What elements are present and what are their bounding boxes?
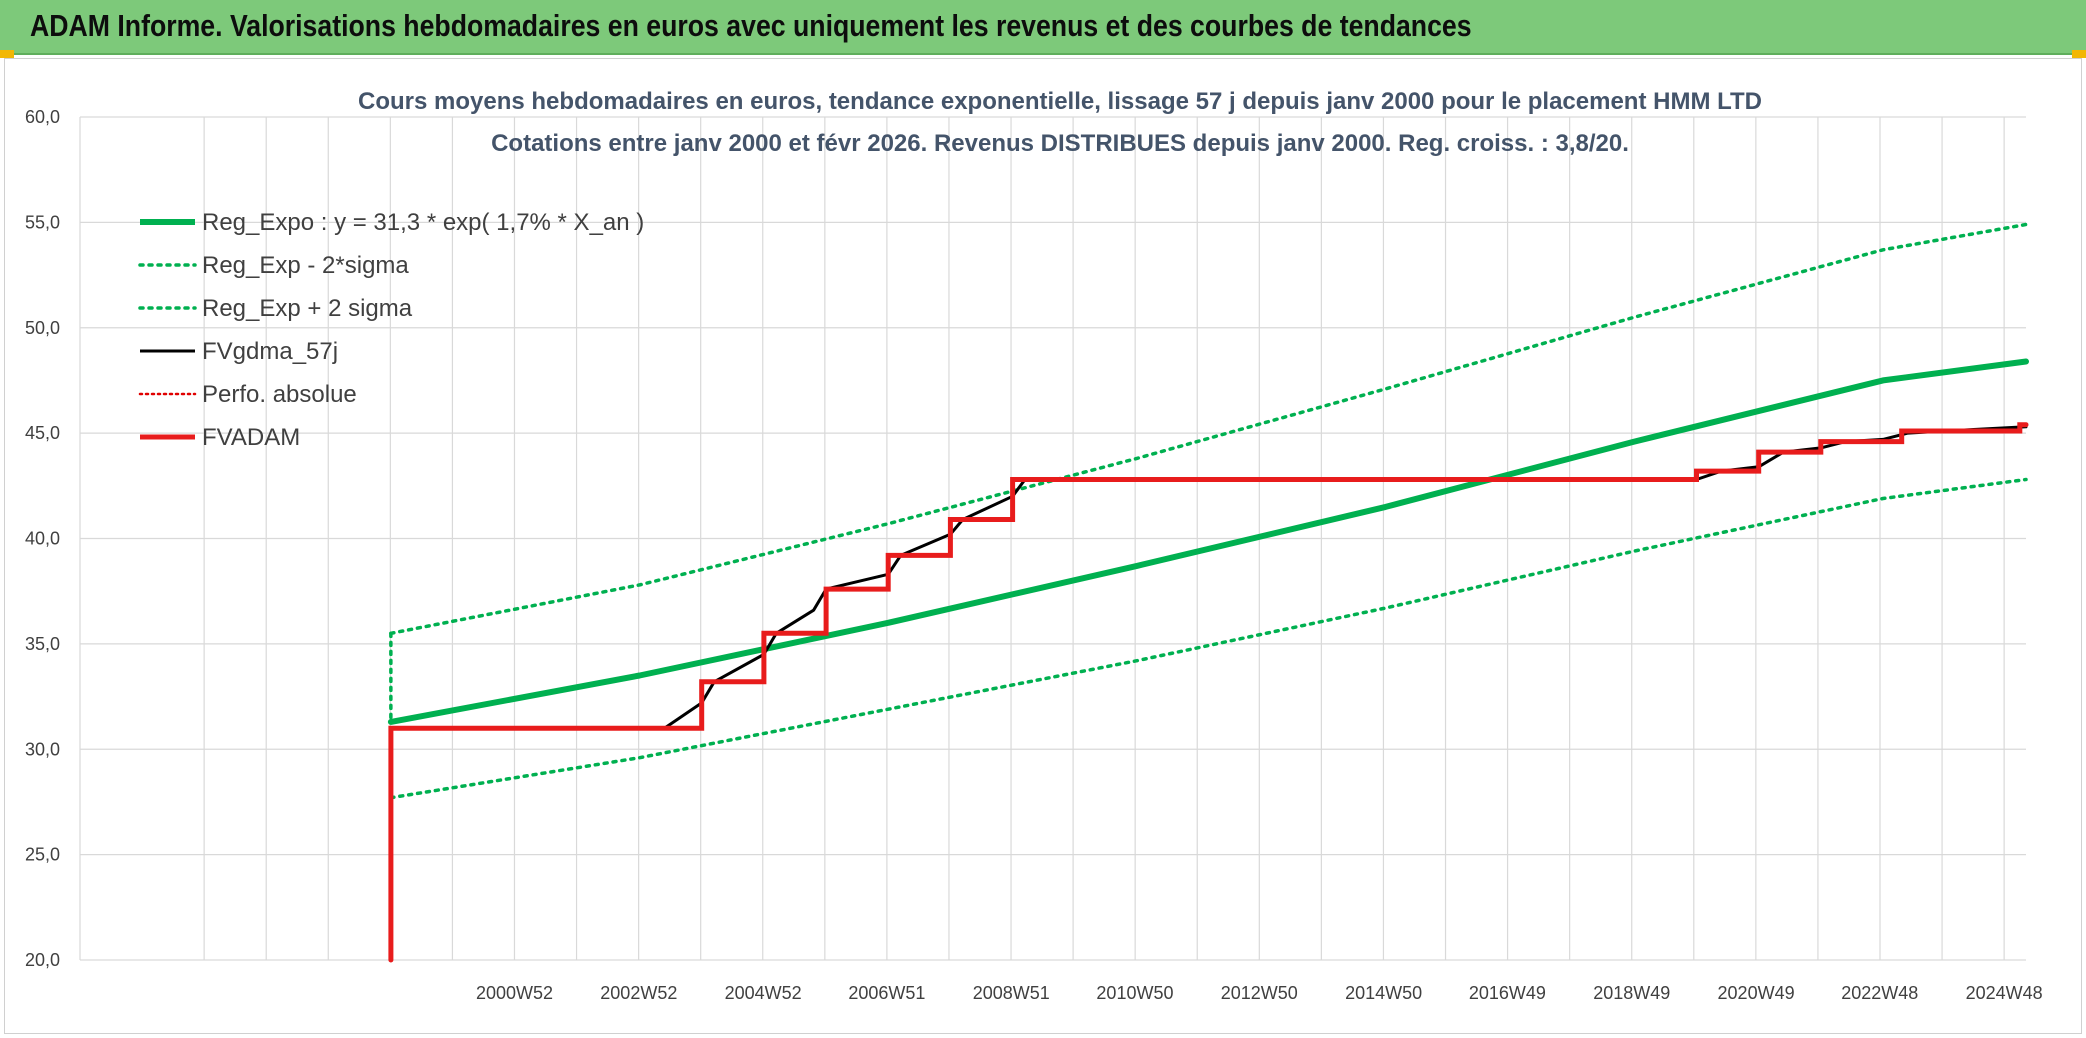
x-tick-label: 2010W50 xyxy=(1096,983,1173,1003)
y-tick-label: 40,0 xyxy=(25,529,60,549)
y-tick-label: 50,0 xyxy=(25,318,60,338)
y-tick-label: 20,0 xyxy=(25,950,60,970)
chart-legend: Reg_Expo : y = 31,3 * exp( 1,7% * X_an )… xyxy=(138,209,644,451)
report-title: ADAM Informe. Valorisations hebdomadaire… xyxy=(30,8,1472,43)
series-line xyxy=(389,425,2028,730)
x-tick-label: 2020W49 xyxy=(1718,983,1795,1003)
legend-label: Reg_Expo : y = 31,3 * exp( 1,7% * X_an ) xyxy=(202,209,644,236)
x-tick-label: 2008W51 xyxy=(973,983,1050,1003)
series-line xyxy=(388,422,2029,963)
chart-frame xyxy=(4,58,2082,1034)
legend-label: Perfo. absolue xyxy=(202,381,357,408)
gridlines xyxy=(79,116,2026,961)
x-tick-label: 2000W52 xyxy=(476,983,553,1003)
y-tick-label: 35,0 xyxy=(25,634,60,654)
y-tick-label: 45,0 xyxy=(25,423,60,443)
y-tick-label: 60,0 xyxy=(25,107,60,127)
x-tick-label: 2022W48 xyxy=(1841,983,1918,1003)
x-tick-label: 2002W52 xyxy=(600,983,677,1003)
x-tick-label: 2004W52 xyxy=(725,983,802,1003)
corner-marker-right xyxy=(2072,50,2086,58)
report-banner: ADAM Informe. Valorisations hebdomadaire… xyxy=(0,0,2086,55)
x-tick-label: 2018W49 xyxy=(1593,983,1670,1003)
chart-title-line-2: Cotations entre janv 2000 et févr 2026. … xyxy=(491,130,1629,157)
x-axis-labels: 2000W52 2002W52 2004W52 2006W51 2008W51 2010W… xyxy=(476,983,2043,1003)
chart-title: Cours moyens hebdomadaires en euros, ten… xyxy=(358,88,1762,157)
y-tick-label: 25,0 xyxy=(25,845,60,865)
chart-title-line-1: Cours moyens hebdomadaires en euros, ten… xyxy=(358,88,1762,115)
series-line xyxy=(389,477,2028,800)
series-line xyxy=(387,358,2029,725)
legend-label: Reg_Exp + 2 sigma xyxy=(202,295,413,322)
y-tick-label: 55,0 xyxy=(25,212,60,232)
legend-label: FVADAM xyxy=(202,424,300,451)
x-tick-label: 2024W48 xyxy=(1966,983,2043,1003)
x-tick-label: 2006W51 xyxy=(848,983,925,1003)
x-tick-label: 2012W50 xyxy=(1221,983,1298,1003)
legend-label: Reg_Exp - 2*sigma xyxy=(202,252,409,279)
x-tick-label: 2016W49 xyxy=(1469,983,1546,1003)
y-axis-labels: 20,0 25,0 30,0 35,0 40,0 45,0 50,0 55,0 60,0 xyxy=(25,107,60,970)
series-lines xyxy=(387,222,2029,963)
y-tick-label: 30,0 xyxy=(25,739,60,759)
legend-label: FVgdma_57j xyxy=(202,338,338,365)
corner-marker-left xyxy=(0,50,14,58)
x-tick-label: 2014W50 xyxy=(1345,983,1422,1003)
series-line xyxy=(389,222,2028,636)
